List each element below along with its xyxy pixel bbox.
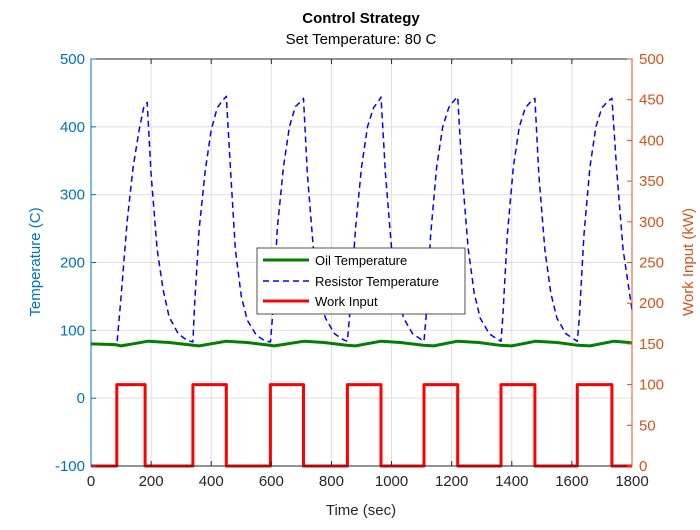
x-tick-label: 800 (319, 473, 344, 490)
y-right-tick-label: 250 (639, 255, 664, 272)
series-line-resistor-temperature (90, 95, 633, 347)
x-axis-label: Time (sec) (326, 502, 396, 519)
y-right-axis-label: Work Input (kW) (680, 208, 697, 316)
y-left-tick-label: 0 (77, 390, 85, 407)
x-tick-label: 1600 (555, 473, 588, 490)
legend: Oil Temperature Resistor Temperature Wor… (256, 247, 466, 315)
y-right-tick-label: 150 (639, 336, 664, 353)
y-right-tick-label: 0 (639, 458, 647, 475)
series-line-oil-temperature (90, 339, 633, 348)
chart-subtitle: Set Temperature: 80 C (286, 31, 437, 48)
y-left-tick-label: 100 (60, 322, 85, 339)
x-tick-label: 600 (259, 473, 284, 490)
x-tick-label: 1000 (375, 473, 408, 490)
y-left-tick-label: -100 (55, 458, 85, 475)
y-right-tick-label: 50 (639, 417, 656, 434)
y-right-tick-label: 100 (639, 377, 664, 394)
y-left-tick-label: 400 (60, 119, 85, 136)
y-right-tick-label: 500 (639, 51, 664, 68)
y-right-tick-label: 300 (639, 214, 664, 231)
x-tick-label: 1200 (435, 473, 468, 490)
y-left-tick-label: 500 (60, 51, 85, 68)
y-left-tick-label: 300 (60, 187, 85, 204)
x-tick-label: 1400 (495, 473, 528, 490)
legend-label-resistor: Resistor Temperature (315, 274, 439, 289)
axes: 0 200 400 600 800 1000 1200 1400 1600 1800-100010… (55, 51, 664, 490)
legend-label-oil: Oil Temperature (315, 253, 407, 268)
chart-title: Control Strategy (302, 10, 420, 27)
x-tick-label: 400 (199, 473, 224, 490)
y-left-axis-label: Temperature (C) (27, 207, 44, 316)
y-right-tick-label: 350 (639, 173, 664, 190)
y-right-tick-label: 400 (639, 132, 664, 149)
x-tick-label: 0 (87, 473, 95, 490)
x-tick-label: 200 (139, 473, 164, 490)
y-right-tick-label: 450 (639, 92, 664, 109)
legend-label-work: Work Input (315, 294, 378, 309)
y-right-tick-label: 200 (639, 295, 664, 312)
y-left-tick-label: 200 (60, 255, 85, 272)
x-tick-label: 1800 (615, 473, 648, 490)
